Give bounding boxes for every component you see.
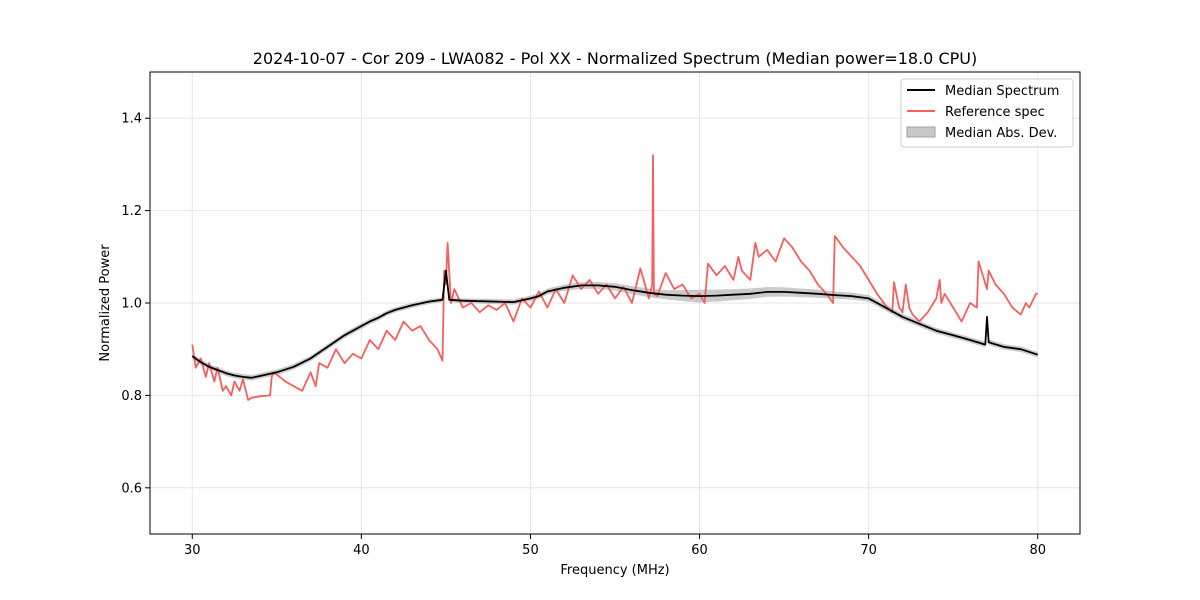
median-spectrum-line <box>191 269 1038 379</box>
x-axis-ticks: 30 40 50 60 70 80 <box>184 534 1046 558</box>
y-axis-label: Normalized Power <box>98 244 113 362</box>
reference-spec-line <box>191 154 1038 401</box>
mad-band <box>192 268 1038 381</box>
chart-title: 2024-10-07 - Cor 209 - LWA082 - Pol XX -… <box>253 49 977 68</box>
y-tick-label: 1.4 <box>121 112 142 127</box>
y-tick-label: 1.2 <box>121 204 142 219</box>
y-tick-label: 0.6 <box>121 481 142 496</box>
x-tick-label: 30 <box>184 543 201 558</box>
legend-mad-label: Median Abs. Dev. <box>945 126 1057 141</box>
x-tick-label: 50 <box>522 543 539 558</box>
legend-reference-label: Reference spec <box>945 105 1045 120</box>
plot-content <box>191 154 1038 401</box>
x-axis-label: Frequency (MHz) <box>560 563 669 578</box>
legend-median-label: Median Spectrum <box>945 84 1059 99</box>
x-tick-label: 70 <box>860 543 877 558</box>
legend-mad-swatch <box>906 126 936 138</box>
y-tick-label: 0.8 <box>121 389 142 404</box>
x-tick-label: 80 <box>1029 543 1046 558</box>
x-tick-label: 60 <box>691 543 708 558</box>
y-tick-label: 1.0 <box>121 297 142 312</box>
x-tick-label: 40 <box>353 543 370 558</box>
legend: Median Spectrum Reference spec Median Ab… <box>900 78 1074 148</box>
y-axis-ticks: 0.6 0.8 1.0 1.2 1.4 <box>121 112 150 496</box>
legend-box <box>900 78 1074 148</box>
